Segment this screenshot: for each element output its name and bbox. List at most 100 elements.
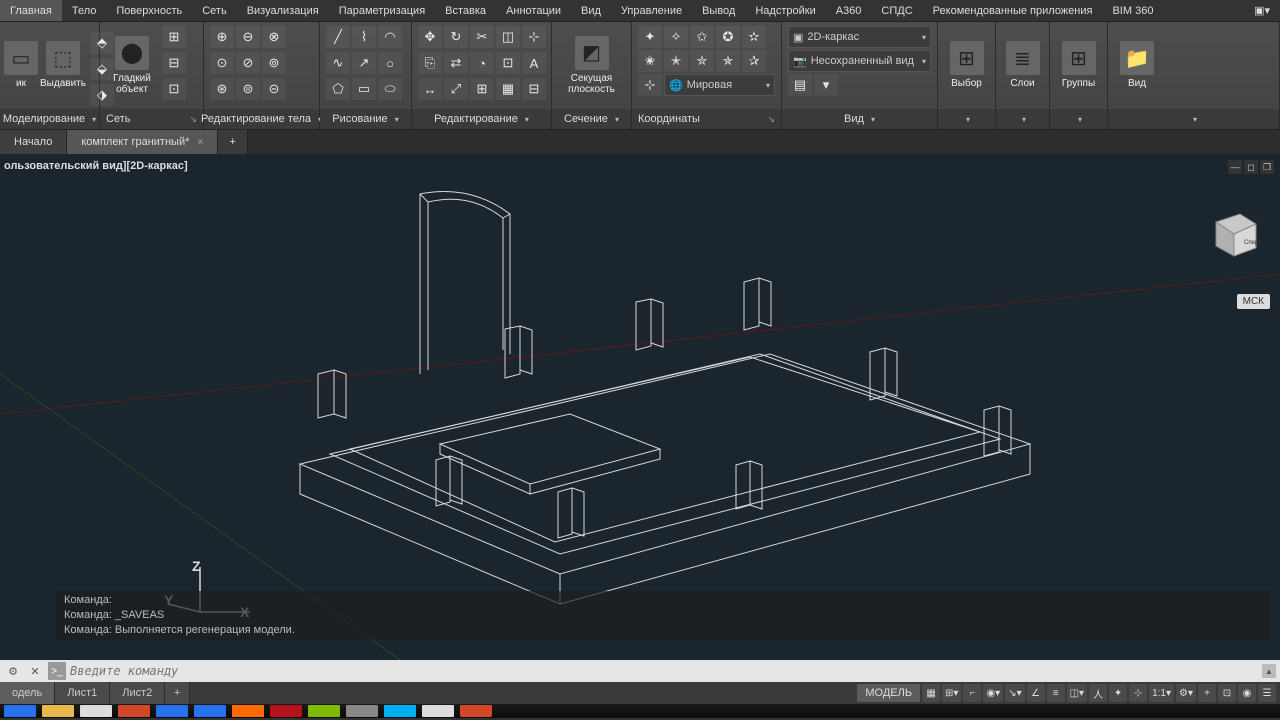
hardware-icon[interactable]: ◉	[1238, 684, 1256, 702]
panel-title[interactable]: Рисование	[320, 109, 411, 129]
tool-icon[interactable]: ⊟	[522, 78, 546, 100]
history-up-icon[interactable]: ▲	[1262, 664, 1276, 678]
ucs-icon[interactable]: ⊹	[638, 74, 662, 96]
box-button[interactable]: ▭ ик	[6, 26, 36, 104]
panel-title[interactable]: Редактирование	[412, 109, 551, 129]
ribbon-tab-output[interactable]: Вывод	[692, 0, 745, 21]
mirror-icon[interactable]: ⇄	[444, 52, 468, 74]
modelspace-button[interactable]: МОДЕЛЬ	[857, 684, 920, 702]
viewport-label[interactable]: ользовательский вид][2D-каркас]	[4, 160, 188, 172]
panel-title[interactable]: Сеть↘	[100, 109, 203, 129]
command-input[interactable]	[70, 664, 1258, 678]
tool-icon[interactable]: ⊚	[262, 52, 286, 74]
panel-title[interactable]: Координаты↘	[632, 109, 781, 129]
file-tab-document[interactable]: комплект гранитный*×	[67, 130, 218, 154]
osnap-icon[interactable]: ↘▾	[1005, 684, 1024, 702]
layout-tab-sheet1[interactable]: Лист1	[55, 682, 110, 704]
ribbon-tab-insert[interactable]: Вставка	[435, 0, 496, 21]
tool-icon[interactable]: ▦	[496, 78, 520, 100]
ribbon-tab-a360[interactable]: A360	[826, 0, 872, 21]
scale-icon[interactable]: ⤢	[444, 78, 468, 100]
add-layout-button[interactable]: +	[165, 682, 190, 704]
array-icon[interactable]: ⊞	[470, 78, 494, 100]
gear-icon[interactable]: ⚙▾	[1176, 684, 1196, 702]
transparency-icon[interactable]: ◫▾	[1067, 684, 1087, 702]
trim-icon[interactable]: ✂	[470, 26, 494, 48]
ucs-icon[interactable]: ✮	[690, 50, 714, 72]
ucs-icon[interactable]: ✭	[664, 50, 688, 72]
polygon-icon[interactable]: ⬠	[326, 78, 350, 100]
ucs-icon[interactable]: ✬	[638, 50, 662, 72]
view-button[interactable]: 📁 Вид	[1114, 26, 1160, 104]
section-plane-button[interactable]: ◩ Секущая плоскость	[558, 26, 625, 104]
otrack-icon[interactable]: ∠	[1027, 684, 1045, 702]
ucs-icon[interactable]: ✰	[742, 50, 766, 72]
select-button[interactable]: ⊞ Выбор	[944, 26, 989, 104]
arc-icon[interactable]: ◠	[378, 26, 402, 48]
tool-icon[interactable]: ⊖	[236, 26, 260, 48]
tool-icon[interactable]: ⊝	[262, 78, 286, 100]
tool-icon[interactable]: ⊘	[236, 52, 260, 74]
visual-style-dropdown[interactable]: ▣2D-каркас	[788, 26, 931, 48]
ribbon-tab-bim360[interactable]: BIM 360	[1102, 0, 1163, 21]
ribbon-tab-solid[interactable]: Тело	[62, 0, 107, 21]
spline-icon[interactable]: ∿	[326, 52, 350, 74]
plus-icon[interactable]: +	[1198, 684, 1216, 702]
ucs-icon[interactable]: ✪	[716, 26, 740, 48]
ribbon-tab-mesh[interactable]: Сеть	[192, 0, 236, 21]
ellipse-icon[interactable]: ⬭	[378, 78, 402, 100]
panel-title[interactable]	[1108, 109, 1279, 129]
close-icon[interactable]: ×	[197, 137, 203, 148]
ribbon-tab-parametric[interactable]: Параметризация	[329, 0, 435, 21]
ribbon-tab-main[interactable]: Главная	[0, 0, 62, 21]
ucs-icon[interactable]: ✫	[742, 26, 766, 48]
polar-icon[interactable]: ◉▾	[983, 684, 1003, 702]
cycling-icon[interactable]: 人	[1089, 684, 1107, 702]
ucs-icon[interactable]: ✦	[638, 26, 662, 48]
viewport[interactable]: ользовательский вид][2D-каркас] — ◻ ❐	[0, 154, 1280, 660]
fillet-icon[interactable]: ◔	[470, 52, 494, 74]
minimize-icon[interactable]: —	[1228, 160, 1242, 174]
polyline-icon[interactable]: ⌇	[352, 26, 376, 48]
scale-button[interactable]: 1:1▾	[1149, 684, 1174, 702]
union-icon[interactable]: ⊕	[210, 26, 234, 48]
ribbon-expand-icon[interactable]: ▣▾	[1244, 0, 1280, 21]
layers-button[interactable]: ≣ Слои	[1002, 26, 1043, 104]
isolate-icon[interactable]: ⊡	[1218, 684, 1236, 702]
extrude-button[interactable]: ⬚ Выдавить	[40, 26, 86, 104]
tool-icon[interactable]: ⊗	[262, 26, 286, 48]
move-icon[interactable]: ✥	[418, 26, 442, 48]
tool-icon[interactable]: ⊛	[210, 78, 234, 100]
ucs-msk-button[interactable]: МСК	[1237, 294, 1270, 309]
ribbon-tab-annotate[interactable]: Аннотации	[496, 0, 571, 21]
panel-title[interactable]: Вид	[782, 109, 937, 129]
circle-icon[interactable]: ○	[378, 52, 402, 74]
ribbon-tab-manage[interactable]: Управление	[611, 0, 692, 21]
ribbon-tab-surface[interactable]: Поверхность	[106, 0, 192, 21]
close-icon[interactable]: ✕	[26, 662, 44, 680]
saved-view-dropdown[interactable]: 📷Несохраненный вид	[788, 50, 931, 72]
grid-icon[interactable]: ▦	[922, 684, 940, 702]
panel-title[interactable]	[996, 109, 1049, 129]
tool-icon[interactable]: ⊜	[236, 78, 260, 100]
dynucs-icon[interactable]: ⊹	[1129, 684, 1147, 702]
ribbon-tab-featured[interactable]: Рекомендованные приложения	[923, 0, 1103, 21]
ucs-icon[interactable]: ✧	[664, 26, 688, 48]
tool-icon[interactable]: ⊡	[496, 52, 520, 74]
tool-icon[interactable]: ◫	[496, 26, 520, 48]
ribbon-tab-view[interactable]: Вид	[571, 0, 611, 21]
lineweight-icon[interactable]: ≡	[1047, 684, 1065, 702]
customize-icon[interactable]: ⚙	[4, 662, 22, 680]
panel-title[interactable]	[938, 109, 995, 129]
3dosnap-icon[interactable]: ✦	[1109, 684, 1127, 702]
ribbon-tab-visualize[interactable]: Визуализация	[237, 0, 329, 21]
snap-icon[interactable]: ⊞▾	[942, 684, 961, 702]
panel-title[interactable]: Сечение	[552, 109, 631, 129]
groups-button[interactable]: ⊞ Группы	[1056, 26, 1101, 104]
ray-icon[interactable]: ↗	[352, 52, 376, 74]
restore-icon[interactable]: ❐	[1260, 160, 1274, 174]
mesh-icon[interactable]: ⊡	[162, 78, 186, 100]
layout-tab-model[interactable]: одель	[0, 682, 55, 704]
view-icon[interactable]: ▾	[814, 74, 838, 96]
world-dropdown[interactable]: 🌐Мировая	[664, 74, 775, 96]
